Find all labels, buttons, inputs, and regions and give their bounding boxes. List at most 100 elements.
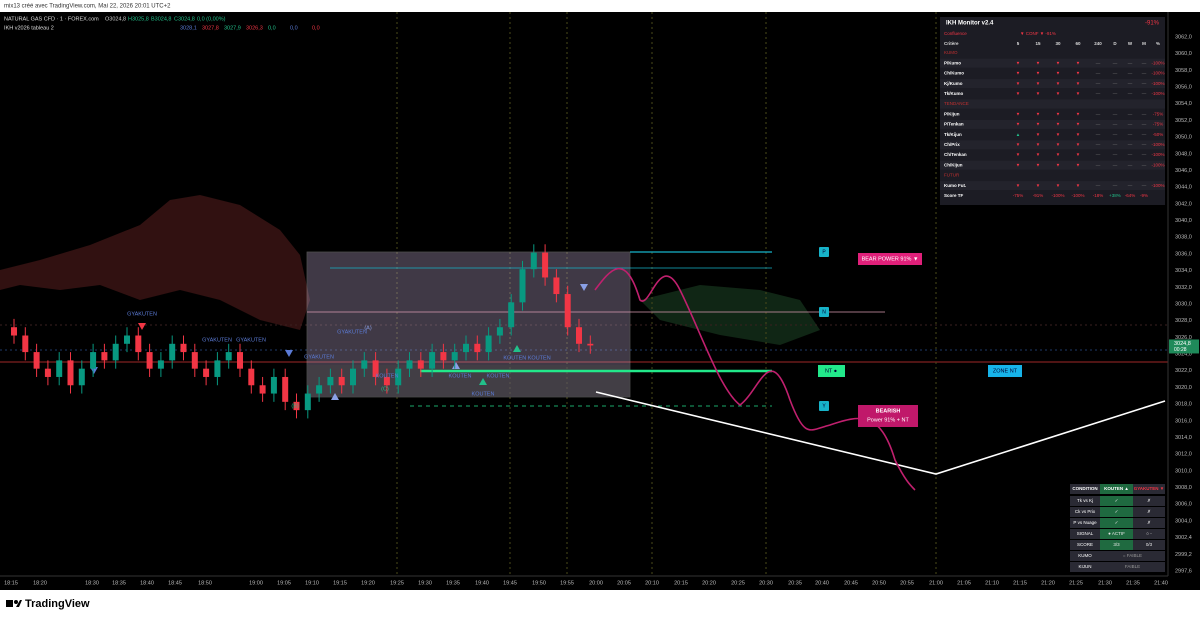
candle-body: [372, 360, 379, 377]
column-header: KOUTEN ▲: [1104, 486, 1129, 491]
candle-body: [44, 368, 51, 377]
price-label: 3054,0: [1175, 101, 1192, 107]
cell: ✗: [1147, 498, 1151, 503]
cell: ▼: [1016, 71, 1020, 76]
signal-label: GYAKUTEN: [337, 329, 367, 335]
candle-body: [146, 352, 153, 369]
ohlc-value: H3025,8: [128, 16, 149, 22]
price-label: 3060,0: [1175, 51, 1192, 57]
time-label: 21:10: [985, 580, 999, 586]
header-cell: [1100, 484, 1133, 494]
cell: —: [1128, 152, 1133, 157]
cell: -100%: [1151, 91, 1164, 96]
signal-label: GYAKUTEN: [202, 337, 232, 343]
cell: ▼: [1016, 162, 1020, 167]
cell: —: [1142, 183, 1147, 188]
cell: ▼: [1056, 91, 1060, 96]
row-bg: [940, 170, 1165, 180]
time-label: 19:45: [503, 580, 517, 586]
row-label: P/Kijun: [944, 111, 960, 116]
brand: TradingView: [25, 598, 90, 610]
signal-label: (C): [381, 386, 389, 392]
cell: ▼: [1036, 111, 1040, 116]
cell: —: [1113, 111, 1118, 116]
time-label: 19:00: [249, 580, 263, 586]
row-bg: [940, 181, 1165, 191]
cell: -100%: [1151, 60, 1164, 65]
time-label: 21:15: [1013, 580, 1027, 586]
cell: —: [1113, 162, 1118, 167]
row-label: Tk/Kijun: [944, 132, 962, 137]
candle-body: [112, 343, 119, 361]
time-label: 20:10: [645, 580, 659, 586]
cell: —: [1113, 132, 1118, 137]
cell-bg: [1133, 540, 1165, 550]
candle-body: [191, 352, 198, 369]
row-bg: [940, 99, 1165, 109]
cell: ▼: [1036, 142, 1040, 147]
cell: KUMO: [1078, 553, 1092, 558]
ohlc-value: 0,0 (0,00%): [197, 16, 226, 22]
signal-label: KOUTEN: [376, 373, 399, 379]
cell: —: [1142, 142, 1147, 147]
cell: —: [1096, 71, 1101, 76]
candle-body: [496, 327, 503, 336]
ohlc-value: B3024,8: [151, 16, 172, 22]
cell: ▼: [1056, 81, 1060, 86]
candle-body: [157, 360, 164, 369]
cell: -100%: [1151, 183, 1164, 188]
row-bg: [940, 89, 1165, 99]
zone-nt: ZONE NT: [993, 368, 1018, 374]
cell: —: [1128, 60, 1133, 65]
ohlc-value: C3024,8: [174, 16, 195, 22]
bearish-title: BEARISH: [876, 408, 901, 414]
price-label: 2997,6: [1175, 568, 1192, 574]
level-box: [819, 247, 829, 257]
cell: —: [1113, 183, 1118, 188]
time-label: 21:35: [1126, 580, 1140, 586]
cell: +38%: [1109, 193, 1121, 198]
column-header: GYAKUTEN ▼: [1134, 486, 1165, 491]
candle-body: [587, 343, 594, 346]
cell: ▼: [1076, 183, 1080, 188]
price-label: 3032,0: [1175, 285, 1192, 291]
price-label: 3038,0: [1175, 235, 1192, 241]
cell-bg: [1070, 540, 1100, 550]
time-label: 20:15: [674, 580, 688, 586]
cell: ● ACTIF: [1108, 531, 1125, 536]
candle-body: [485, 335, 492, 353]
candle-body: [429, 352, 436, 369]
column-header: 30: [1055, 41, 1061, 46]
cell: ▼: [1036, 162, 1040, 167]
cell: —: [1142, 162, 1147, 167]
time-label: 20:55: [900, 580, 914, 586]
price-label: 3014,0: [1175, 435, 1192, 441]
cell: ▼: [1016, 152, 1020, 157]
cell: ▼: [1036, 132, 1040, 137]
header-cell: [1070, 484, 1100, 494]
cell: Tk vs Kj: [1077, 498, 1093, 503]
candle-body: [406, 360, 413, 369]
row-bg: [940, 130, 1165, 140]
signal-label: (B): [291, 403, 299, 409]
row-label: P/Tenkan: [944, 122, 964, 127]
signal-label: KOUTEN: [449, 373, 472, 379]
time-label: 20:00: [589, 580, 603, 586]
cell: ▼: [1056, 183, 1060, 188]
price-label: 3024,0: [1175, 352, 1192, 358]
cell-bg: [1133, 529, 1165, 539]
cell: ▼: [1076, 60, 1080, 65]
indicator-value: 3027,9: [224, 25, 241, 31]
candle-body: [293, 401, 300, 411]
cell-bg: [1100, 540, 1133, 550]
cell-bg: [1070, 496, 1100, 506]
candle-body: [67, 360, 74, 386]
cell: —: [1096, 132, 1101, 137]
candle-body: [451, 352, 458, 361]
signal-label: GYAKUTEN: [304, 354, 334, 360]
column-header: %: [1156, 41, 1160, 46]
price-label: 3052,0: [1175, 118, 1192, 124]
candle-body: [338, 376, 345, 386]
cell: ▼: [1076, 142, 1080, 147]
